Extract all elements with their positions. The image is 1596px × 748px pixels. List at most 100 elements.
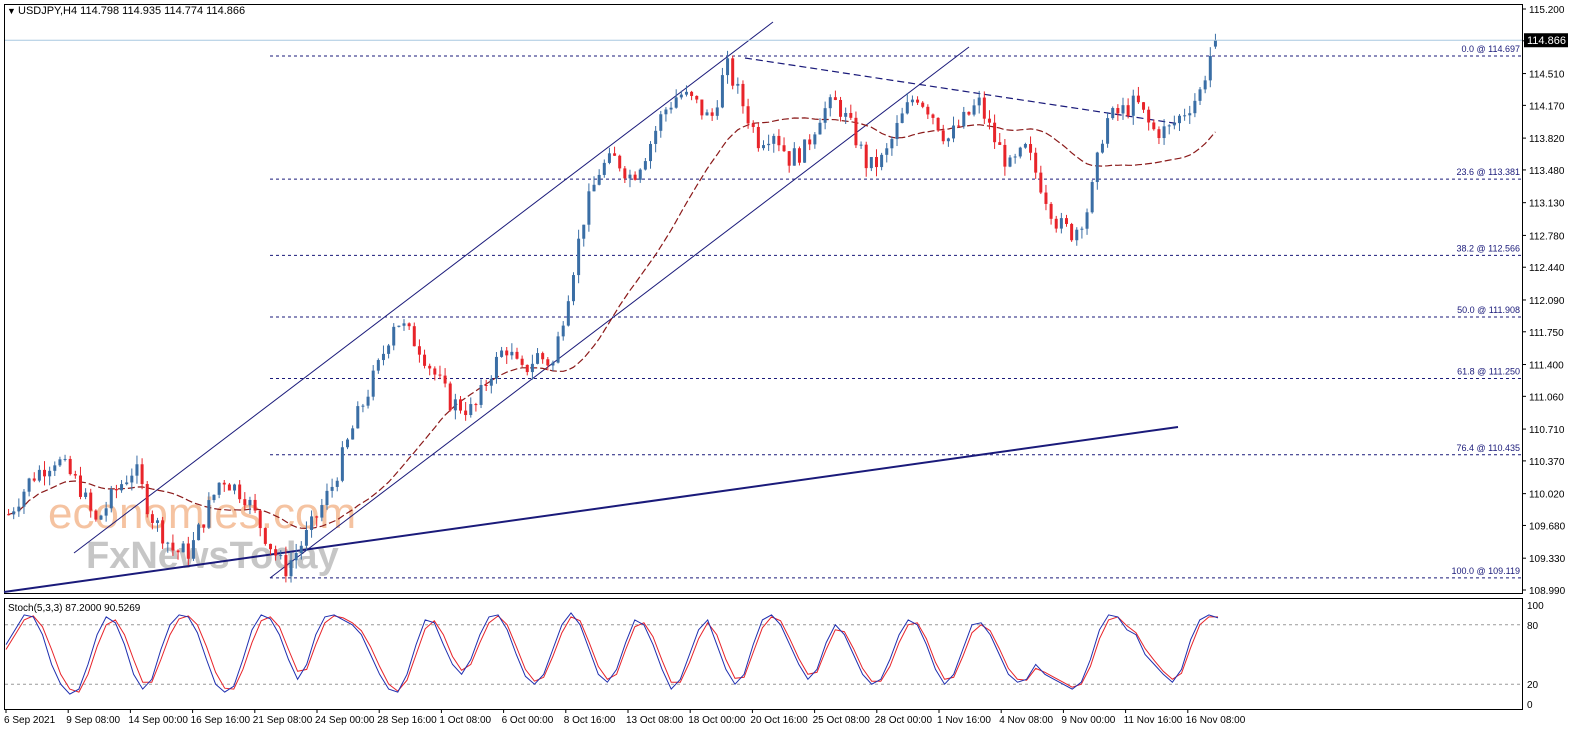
candle-body — [993, 122, 997, 143]
candle-body — [1126, 105, 1130, 116]
candle-body — [900, 113, 904, 123]
candle-body — [1152, 122, 1156, 130]
candle-body — [1008, 157, 1012, 167]
price-tick-label: 110.020 — [1529, 490, 1565, 501]
candle-body — [792, 148, 796, 166]
candle-body — [73, 474, 77, 476]
candle-body — [741, 83, 745, 107]
candle-body — [22, 491, 26, 507]
trend-lines — [3, 21, 1181, 593]
candle-body — [166, 542, 170, 544]
candle-body — [494, 356, 498, 379]
time-tick-label: 14 Sep 00:00 — [128, 715, 188, 726]
candle-body — [561, 325, 565, 337]
candle-body — [258, 510, 262, 529]
candle-body — [910, 99, 914, 103]
candle-body — [664, 109, 668, 115]
candle-body — [941, 130, 945, 142]
candle-body — [407, 323, 411, 327]
candle-body — [17, 506, 21, 512]
candle-body — [926, 106, 930, 115]
price-tick-label: 112.090 — [1529, 296, 1565, 307]
candle-body — [171, 542, 175, 551]
candle-body — [346, 439, 350, 448]
candle-body — [1100, 143, 1104, 153]
candle-body — [176, 550, 180, 553]
candle-body — [736, 83, 740, 86]
candle-body — [125, 482, 129, 485]
price-tick-label: 114.170 — [1529, 101, 1565, 112]
candle-body — [659, 114, 663, 131]
candle-body — [109, 488, 113, 509]
candle-body — [582, 224, 586, 239]
candle-body — [7, 514, 11, 516]
long-support-line — [3, 426, 1179, 593]
candle-body — [679, 94, 683, 98]
candle-body — [777, 135, 781, 146]
candle-body — [32, 478, 36, 481]
price-tick-label: 114.510 — [1529, 70, 1565, 81]
candle-body — [746, 106, 750, 124]
candle-body — [1054, 218, 1058, 229]
candle-body — [556, 336, 560, 363]
candle-body — [191, 540, 195, 559]
candle-body — [371, 370, 375, 397]
stoch-panel-frame — [4, 598, 1523, 710]
candle-body — [94, 510, 98, 520]
candle-body — [423, 354, 427, 366]
candle-body — [1157, 129, 1161, 139]
candle-body — [243, 499, 247, 506]
price-tick-label: 111.400 — [1529, 361, 1564, 372]
candle-body — [762, 145, 765, 149]
candle-body — [946, 138, 950, 142]
candle-body — [1116, 108, 1120, 114]
candle-body — [1003, 144, 1007, 167]
candle-body — [623, 168, 627, 179]
candle-body — [484, 384, 488, 386]
candle-body — [1198, 89, 1202, 101]
candle-body — [1049, 203, 1053, 219]
candle-body — [628, 174, 632, 179]
candle-body — [844, 113, 848, 117]
candle-body — [294, 553, 298, 561]
candle-body — [715, 107, 719, 116]
candle-body — [597, 174, 601, 185]
candle-body — [130, 475, 134, 483]
fib-level-label: 100.0 @ 109.119 — [1451, 566, 1520, 576]
candle-body — [571, 275, 575, 302]
candle-body — [489, 378, 493, 386]
candle-body — [1106, 118, 1110, 144]
price-tick-label: 111.750 — [1529, 328, 1564, 339]
time-tick-label: 18 Oct 00:00 — [688, 715, 746, 726]
candle-body — [320, 505, 324, 518]
candle-body — [633, 174, 637, 180]
candle-body — [510, 351, 514, 356]
candle-body — [1018, 147, 1022, 157]
candle-body — [643, 161, 647, 170]
time-tick-label: 9 Nov 00:00 — [1061, 715, 1115, 726]
candle-body — [120, 484, 124, 491]
stochastic-oscillator — [5, 612, 1522, 695]
candle-body — [726, 58, 730, 76]
candle-body — [1203, 80, 1207, 90]
candle-body — [284, 555, 288, 577]
candle-body — [48, 470, 52, 477]
candle-body — [962, 111, 966, 127]
candle-body — [551, 362, 555, 366]
candle-body — [145, 484, 149, 515]
candle-body — [1029, 144, 1033, 153]
candle-body — [253, 499, 257, 511]
candle-body — [921, 102, 925, 107]
candle-body — [1136, 95, 1140, 103]
candle-body — [1213, 40, 1217, 47]
stoch-tick-label: 80 — [1527, 621, 1539, 632]
candle-body — [89, 492, 93, 511]
candle-body — [854, 117, 858, 146]
candle-body — [756, 126, 760, 149]
fib-level-label: 61.8 @ 111.250 — [1457, 367, 1520, 377]
candle-body — [700, 99, 704, 116]
price-tick-label: 110.370 — [1529, 457, 1565, 468]
candle-body — [1208, 55, 1212, 81]
